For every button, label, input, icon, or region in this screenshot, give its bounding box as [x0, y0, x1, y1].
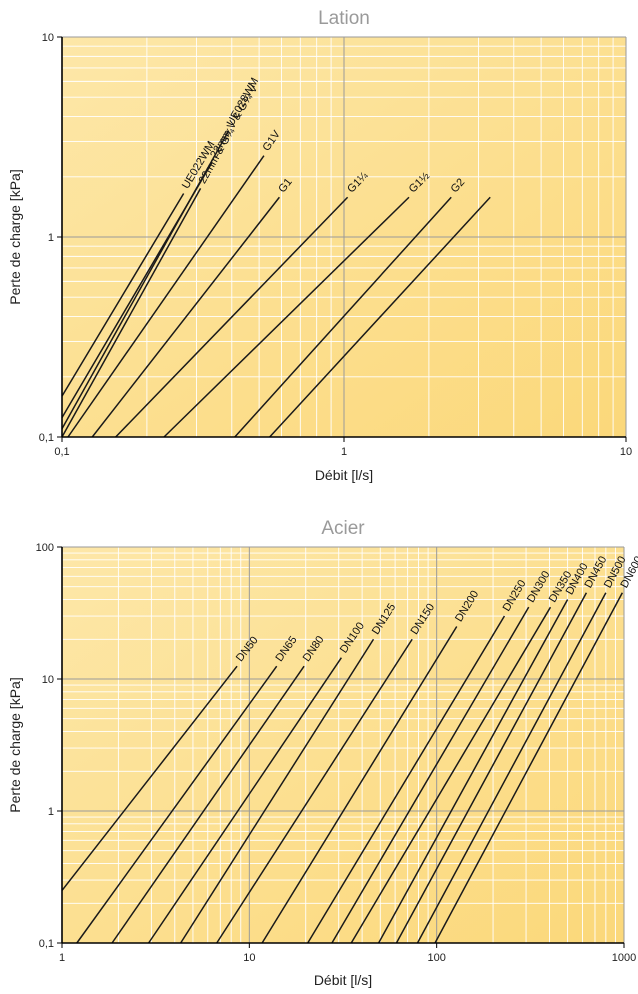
x-tick-label: 10: [243, 952, 255, 964]
series-line: [115, 196, 349, 438]
y-tick-label: 100: [36, 542, 54, 554]
series-line: [216, 638, 413, 944]
chart-title: Acier: [321, 518, 365, 539]
series-line: [163, 196, 410, 438]
series-line: [234, 196, 452, 438]
series-line: [180, 638, 375, 944]
series-line: [416, 592, 607, 944]
series-line: [269, 196, 491, 438]
series-line: [61, 188, 202, 438]
y-tick-label: 0,1: [39, 938, 54, 950]
chart-title: Lation: [318, 8, 370, 29]
series-line: [307, 615, 506, 944]
x-tick-label: 1: [59, 952, 65, 964]
y-tick-label: 0,1: [39, 432, 54, 444]
x-tick-label: 1000: [612, 952, 636, 964]
x-axis-label: Débit [l/s]: [315, 467, 373, 483]
y-axis-label: Perte de charge [kPa]: [7, 169, 23, 304]
series-line: [61, 665, 238, 891]
series-line: [395, 592, 588, 944]
series-line: [350, 606, 552, 944]
series-line: [148, 657, 343, 944]
x-tick-label: 1: [341, 446, 347, 458]
x-tick-label: 10: [620, 446, 632, 458]
series-line: [331, 606, 530, 944]
series-line: [261, 626, 458, 944]
series-line: [61, 130, 230, 430]
series-line: [377, 599, 569, 944]
y-tick-label: 1: [48, 806, 54, 818]
series-line: [434, 592, 624, 944]
x-axis-label: Débit [l/s]: [314, 972, 372, 988]
y-axis-label: Perte de charge [kPa]: [7, 677, 23, 812]
series-line: [111, 665, 305, 944]
y-tick-label: 10: [42, 32, 54, 44]
series-line: [76, 665, 278, 944]
plot-background: [62, 547, 624, 943]
series-line: [91, 196, 280, 438]
series-line: [61, 193, 185, 397]
y-tick-label: 10: [42, 674, 54, 686]
series-line: [67, 155, 265, 438]
x-tick-label: 100: [427, 952, 445, 964]
x-tick-label: 0,1: [54, 446, 69, 458]
grid-lines: [61, 36, 627, 438]
y-tick-label: 1: [48, 232, 54, 244]
